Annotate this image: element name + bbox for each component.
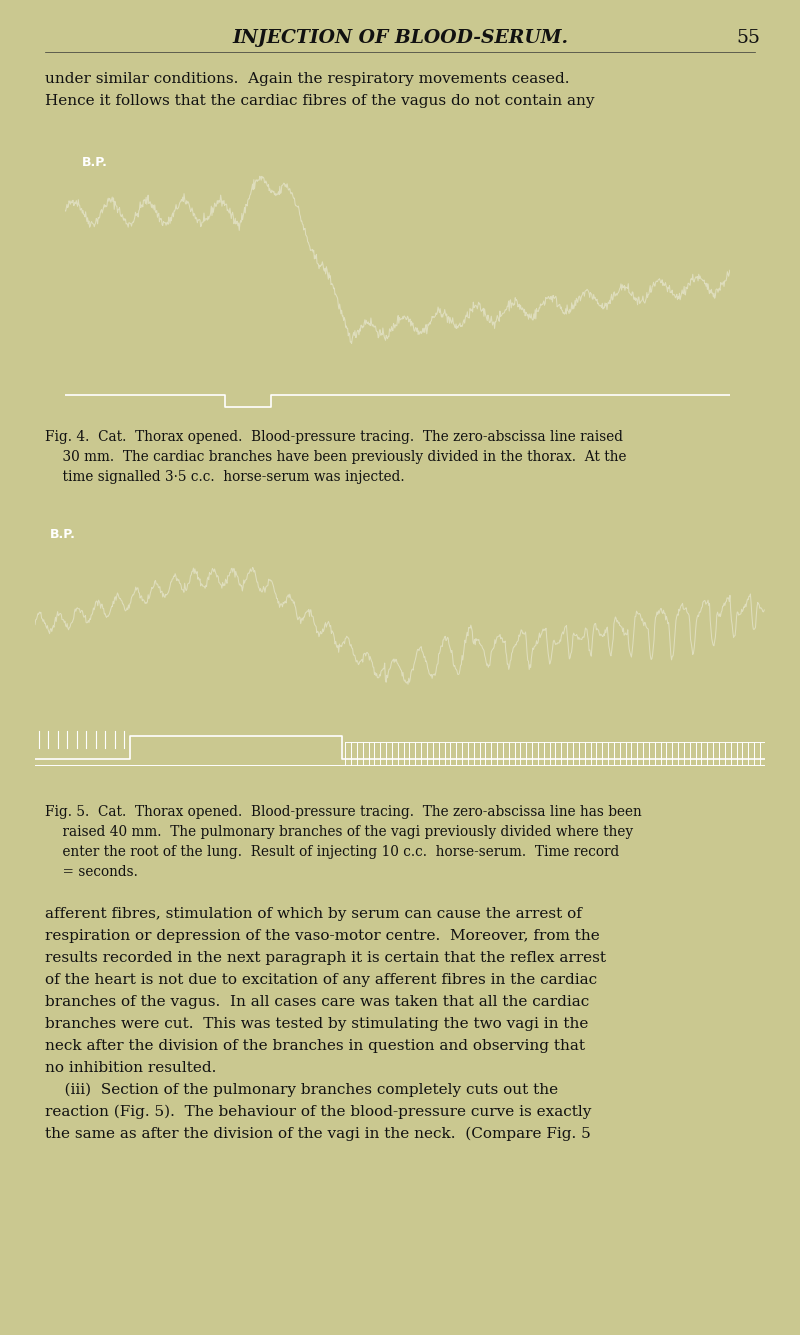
Text: raised 40 mm.  The pulmonary branches of the vagi previously divided where they: raised 40 mm. The pulmonary branches of … xyxy=(45,825,633,838)
Text: results recorded in the next paragraph it is certain that the reflex arrest: results recorded in the next paragraph i… xyxy=(45,951,606,965)
Text: branches of the vagus.  In all cases care was taken that all the cardiac: branches of the vagus. In all cases care… xyxy=(45,995,590,1009)
Text: no inhibition resulted.: no inhibition resulted. xyxy=(45,1061,216,1075)
Text: 30 mm.  The cardiac branches have been previously divided in the thorax.  At the: 30 mm. The cardiac branches have been pr… xyxy=(45,450,626,465)
Text: reaction (Fig. 5).  The behaviour of the blood-pressure curve is exactly: reaction (Fig. 5). The behaviour of the … xyxy=(45,1105,591,1119)
Text: neck after the division of the branches in question and observing that: neck after the division of the branches … xyxy=(45,1039,585,1053)
Text: = seconds.: = seconds. xyxy=(45,865,138,878)
Text: respiration or depression of the vaso-motor centre.  Moreover, from the: respiration or depression of the vaso-mo… xyxy=(45,929,600,943)
Text: under similar conditions.  Again the respiratory movements ceased.: under similar conditions. Again the resp… xyxy=(45,72,570,85)
Text: Fig. 4.  Cat.  Thorax opened.  Blood-pressure tracing.  The zero-abscissa line r: Fig. 4. Cat. Thorax opened. Blood-pressu… xyxy=(45,430,623,445)
Text: afferent fibres, stimulation of which by serum can cause the arrest of: afferent fibres, stimulation of which by… xyxy=(45,906,582,921)
Text: 55: 55 xyxy=(736,29,760,47)
Text: the same as after the division of the vagi in the neck.  (Compare Fig. 5: the same as after the division of the va… xyxy=(45,1127,590,1141)
Text: enter the root of the lung.  Result of injecting 10 c.c.  horse-serum.  Time rec: enter the root of the lung. Result of in… xyxy=(45,845,619,858)
Text: Hence it follows that the cardiac fibres of the vagus do not contain any: Hence it follows that the cardiac fibres… xyxy=(45,93,594,108)
Text: time signalled 3·5 c.c.  horse-serum was injected.: time signalled 3·5 c.c. horse-serum was … xyxy=(45,470,405,485)
Text: Fig. 5.  Cat.  Thorax opened.  Blood-pressure tracing.  The zero-abscissa line h: Fig. 5. Cat. Thorax opened. Blood-pressu… xyxy=(45,805,642,818)
Text: of the heart is not due to excitation of any afferent fibres in the cardiac: of the heart is not due to excitation of… xyxy=(45,973,597,987)
Text: INJECTION OF BLOOD-SERUM.: INJECTION OF BLOOD-SERUM. xyxy=(232,29,568,47)
Text: (iii)  Section of the pulmonary branches completely cuts out the: (iii) Section of the pulmonary branches … xyxy=(45,1083,558,1097)
Text: B.P.: B.P. xyxy=(82,156,107,170)
Text: branches were cut.  This was tested by stimulating the two vagi in the: branches were cut. This was tested by st… xyxy=(45,1017,588,1031)
Text: B.P.: B.P. xyxy=(50,529,75,541)
